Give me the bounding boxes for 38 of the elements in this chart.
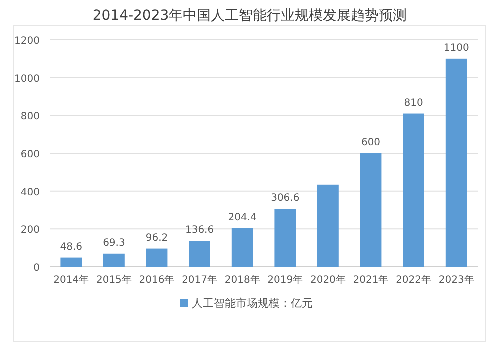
y-tick-label: 800 bbox=[20, 112, 40, 123]
bar bbox=[403, 114, 424, 267]
y-tick-label: 1000 bbox=[14, 74, 40, 85]
x-tick-label: 2023年 bbox=[438, 274, 474, 286]
y-tick-label: 600 bbox=[20, 150, 40, 160]
chart-title: 2014-2023年中国人工智能行业规模发展趋势预测 bbox=[92, 8, 408, 24]
bar bbox=[232, 228, 254, 267]
bar bbox=[104, 254, 125, 267]
x-tick-label: 2014年 bbox=[54, 274, 90, 286]
x-tick-label: 2016年 bbox=[139, 274, 175, 286]
x-tick-label: 2017年 bbox=[182, 274, 218, 286]
bar bbox=[446, 58, 468, 267]
data-label: 69.3 bbox=[103, 238, 126, 249]
x-tick-label: 2022年 bbox=[396, 274, 432, 286]
data-label: 306.6 bbox=[271, 193, 300, 204]
bar bbox=[189, 241, 210, 267]
data-label: 204.4 bbox=[228, 212, 257, 224]
x-tick-label: 2018年 bbox=[224, 274, 260, 286]
data-label: 136.6 bbox=[185, 225, 214, 236]
data-label: 600 bbox=[361, 138, 381, 148]
bar bbox=[146, 248, 168, 267]
y-tick-label: 1200 bbox=[14, 36, 40, 47]
bar bbox=[318, 184, 339, 267]
x-tick-label: 2019年 bbox=[268, 274, 304, 286]
legend-label: 人工智能市场规模：亿元 bbox=[192, 297, 313, 310]
y-tick-label: 400 bbox=[20, 187, 40, 198]
y-tick-label: 0 bbox=[34, 263, 40, 274]
x-tick-label: 2020年 bbox=[310, 274, 346, 286]
bar bbox=[274, 209, 296, 267]
bar bbox=[360, 154, 382, 267]
data-label: 1100 bbox=[444, 42, 470, 54]
x-tick-label: 2021年 bbox=[353, 274, 389, 286]
x-tick-label: 2015年 bbox=[96, 274, 132, 286]
bar bbox=[60, 258, 82, 267]
y-tick-label: 200 bbox=[20, 225, 40, 236]
data-label: 48.6 bbox=[60, 242, 83, 253]
data-label: 810 bbox=[404, 98, 424, 109]
data-label: 96.2 bbox=[146, 232, 168, 244]
